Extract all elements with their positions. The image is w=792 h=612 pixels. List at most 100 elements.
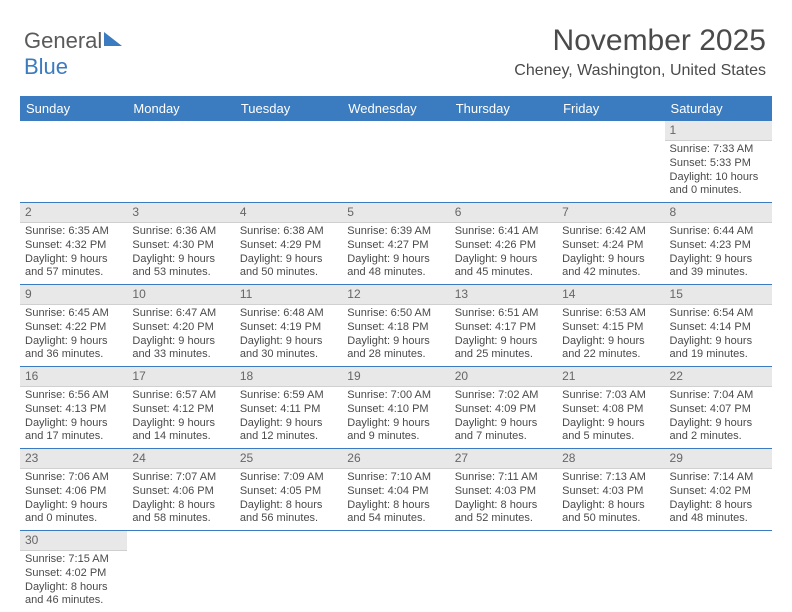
daylight-line: Daylight: 8 hours and 56 minutes.	[240, 499, 337, 527]
calendar-cell	[450, 121, 557, 203]
calendar-cell	[127, 121, 234, 203]
calendar-cell: 9Sunrise: 6:45 AMSunset: 4:22 PMDaylight…	[20, 285, 127, 367]
sunset-line: Sunset: 4:03 PM	[455, 485, 552, 499]
calendar-cell: 27Sunrise: 7:11 AMSunset: 4:03 PMDayligh…	[450, 449, 557, 531]
day-number: 12	[342, 285, 449, 305]
day-details: Sunrise: 6:56 AMSunset: 4:13 PMDaylight:…	[20, 387, 127, 448]
calendar-cell: 29Sunrise: 7:14 AMSunset: 4:02 PMDayligh…	[665, 449, 772, 531]
calendar-cell: 7Sunrise: 6:42 AMSunset: 4:24 PMDaylight…	[557, 203, 664, 285]
day-number: 21	[557, 367, 664, 387]
weekday-header: Sunday	[20, 96, 127, 121]
day-number: 29	[665, 449, 772, 469]
day-number: 20	[450, 367, 557, 387]
calendar-cell	[235, 121, 342, 203]
day-number: 5	[342, 203, 449, 223]
calendar-cell: 22Sunrise: 7:04 AMSunset: 4:07 PMDayligh…	[665, 367, 772, 449]
day-number: 11	[235, 285, 342, 305]
calendar-cell	[127, 531, 234, 612]
day-number: 22	[665, 367, 772, 387]
daylight-line: Daylight: 9 hours and 17 minutes.	[25, 417, 122, 445]
daylight-line: Daylight: 9 hours and 30 minutes.	[240, 335, 337, 363]
day-details: Sunrise: 6:54 AMSunset: 4:14 PMDaylight:…	[665, 305, 772, 366]
sunset-line: Sunset: 4:04 PM	[347, 485, 444, 499]
day-details: Sunrise: 6:48 AMSunset: 4:19 PMDaylight:…	[235, 305, 342, 366]
page-title: November 2025	[20, 24, 766, 58]
daylight-line: Daylight: 8 hours and 46 minutes.	[25, 581, 122, 609]
day-number: 3	[127, 203, 234, 223]
calendar-cell: 24Sunrise: 7:07 AMSunset: 4:06 PMDayligh…	[127, 449, 234, 531]
sunset-line: Sunset: 4:08 PM	[562, 403, 659, 417]
sunset-line: Sunset: 4:32 PM	[25, 239, 122, 253]
sunrise-line: Sunrise: 6:38 AM	[240, 225, 337, 239]
calendar-row: 1Sunrise: 7:33 AMSunset: 5:33 PMDaylight…	[20, 121, 772, 203]
daylight-line: Daylight: 9 hours and 42 minutes.	[562, 253, 659, 281]
sunset-line: Sunset: 4:30 PM	[132, 239, 229, 253]
day-number: 14	[557, 285, 664, 305]
day-number: 2	[20, 203, 127, 223]
sunrise-line: Sunrise: 6:57 AM	[132, 389, 229, 403]
sunrise-line: Sunrise: 6:39 AM	[347, 225, 444, 239]
sunrise-line: Sunrise: 7:14 AM	[670, 471, 767, 485]
calendar-cell: 6Sunrise: 6:41 AMSunset: 4:26 PMDaylight…	[450, 203, 557, 285]
logo-part2: Blue	[24, 54, 68, 79]
sunset-line: Sunset: 4:26 PM	[455, 239, 552, 253]
calendar-row: 9Sunrise: 6:45 AMSunset: 4:22 PMDaylight…	[20, 285, 772, 367]
sunrise-line: Sunrise: 6:59 AM	[240, 389, 337, 403]
day-details: Sunrise: 7:03 AMSunset: 4:08 PMDaylight:…	[557, 387, 664, 448]
day-number: 9	[20, 285, 127, 305]
daylight-line: Daylight: 9 hours and 25 minutes.	[455, 335, 552, 363]
sunset-line: Sunset: 4:12 PM	[132, 403, 229, 417]
weekday-header: Friday	[557, 96, 664, 121]
sunset-line: Sunset: 4:20 PM	[132, 321, 229, 335]
sunrise-line: Sunrise: 6:54 AM	[670, 307, 767, 321]
calendar-cell: 4Sunrise: 6:38 AMSunset: 4:29 PMDaylight…	[235, 203, 342, 285]
daylight-line: Daylight: 9 hours and 57 minutes.	[25, 253, 122, 281]
logo: General Blue	[24, 28, 122, 80]
sunset-line: Sunset: 4:09 PM	[455, 403, 552, 417]
day-number: 28	[557, 449, 664, 469]
day-details: Sunrise: 6:59 AMSunset: 4:11 PMDaylight:…	[235, 387, 342, 448]
sunrise-line: Sunrise: 7:03 AM	[562, 389, 659, 403]
day-details: Sunrise: 6:53 AMSunset: 4:15 PMDaylight:…	[557, 305, 664, 366]
day-details: Sunrise: 6:57 AMSunset: 4:12 PMDaylight:…	[127, 387, 234, 448]
weekday-header: Wednesday	[342, 96, 449, 121]
day-number: 23	[20, 449, 127, 469]
daylight-line: Daylight: 9 hours and 0 minutes.	[25, 499, 122, 527]
day-number: 7	[557, 203, 664, 223]
calendar-cell: 8Sunrise: 6:44 AMSunset: 4:23 PMDaylight…	[665, 203, 772, 285]
day-details: Sunrise: 7:13 AMSunset: 4:03 PMDaylight:…	[557, 469, 664, 530]
weekday-header: Monday	[127, 96, 234, 121]
day-details: Sunrise: 7:33 AMSunset: 5:33 PMDaylight:…	[665, 141, 772, 202]
calendar-cell	[557, 121, 664, 203]
calendar-row: 30Sunrise: 7:15 AMSunset: 4:02 PMDayligh…	[20, 531, 772, 612]
daylight-line: Daylight: 9 hours and 45 minutes.	[455, 253, 552, 281]
calendar-cell: 12Sunrise: 6:50 AMSunset: 4:18 PMDayligh…	[342, 285, 449, 367]
sunrise-line: Sunrise: 7:15 AM	[25, 553, 122, 567]
calendar-cell: 17Sunrise: 6:57 AMSunset: 4:12 PMDayligh…	[127, 367, 234, 449]
calendar-cell	[342, 531, 449, 612]
daylight-line: Daylight: 9 hours and 7 minutes.	[455, 417, 552, 445]
calendar-cell: 13Sunrise: 6:51 AMSunset: 4:17 PMDayligh…	[450, 285, 557, 367]
sunrise-line: Sunrise: 7:13 AM	[562, 471, 659, 485]
sunrise-line: Sunrise: 7:09 AM	[240, 471, 337, 485]
sunset-line: Sunset: 5:33 PM	[670, 157, 767, 171]
sunset-line: Sunset: 4:11 PM	[240, 403, 337, 417]
sunrise-line: Sunrise: 6:53 AM	[562, 307, 659, 321]
daylight-line: Daylight: 8 hours and 52 minutes.	[455, 499, 552, 527]
day-number: 18	[235, 367, 342, 387]
sunset-line: Sunset: 4:19 PM	[240, 321, 337, 335]
day-number: 25	[235, 449, 342, 469]
sunrise-line: Sunrise: 7:10 AM	[347, 471, 444, 485]
sunrise-line: Sunrise: 6:41 AM	[455, 225, 552, 239]
calendar-cell	[20, 121, 127, 203]
day-details: Sunrise: 6:41 AMSunset: 4:26 PMDaylight:…	[450, 223, 557, 284]
calendar-cell: 16Sunrise: 6:56 AMSunset: 4:13 PMDayligh…	[20, 367, 127, 449]
calendar-row: 16Sunrise: 6:56 AMSunset: 4:13 PMDayligh…	[20, 367, 772, 449]
day-details: Sunrise: 7:02 AMSunset: 4:09 PMDaylight:…	[450, 387, 557, 448]
sunset-line: Sunset: 4:02 PM	[25, 567, 122, 581]
calendar-cell: 18Sunrise: 6:59 AMSunset: 4:11 PMDayligh…	[235, 367, 342, 449]
sunset-line: Sunset: 4:18 PM	[347, 321, 444, 335]
daylight-line: Daylight: 8 hours and 48 minutes.	[670, 499, 767, 527]
sunset-line: Sunset: 4:29 PM	[240, 239, 337, 253]
day-number: 6	[450, 203, 557, 223]
